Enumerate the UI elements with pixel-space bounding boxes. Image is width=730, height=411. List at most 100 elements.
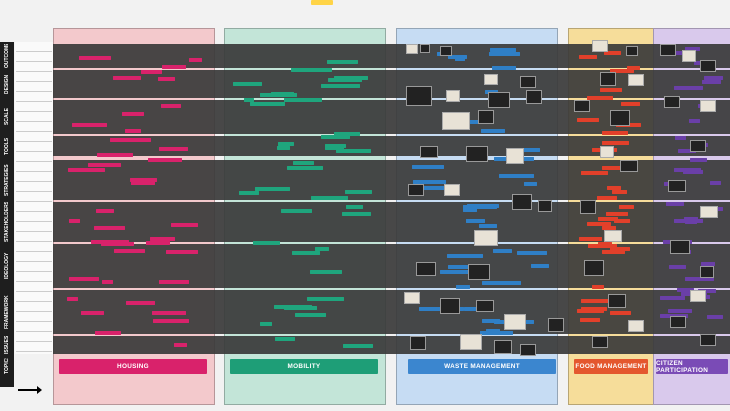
sticky-note[interactable] [174, 343, 187, 347]
sticky-note[interactable] [683, 170, 703, 174]
sticky-note[interactable] [334, 76, 368, 80]
sticky-note[interactable] [114, 249, 145, 253]
sticky-note[interactable] [88, 163, 121, 167]
sticky-note[interactable] [307, 297, 344, 301]
sticky-note[interactable] [68, 168, 105, 172]
sticky-note[interactable] [490, 48, 516, 52]
image-thumbnail[interactable] [600, 72, 616, 86]
sticky-note[interactable] [69, 277, 99, 281]
sticky-note[interactable] [464, 307, 486, 311]
image-thumbnail[interactable] [506, 148, 524, 164]
sticky-note[interactable] [413, 180, 446, 184]
sticky-note[interactable] [581, 307, 607, 311]
sticky-note[interactable] [619, 205, 634, 209]
sticky-note[interactable] [253, 241, 280, 245]
sticky-note[interactable] [602, 250, 625, 254]
sticky-note[interactable] [96, 209, 114, 213]
sticky-note[interactable] [689, 119, 700, 123]
sticky-note[interactable] [239, 191, 259, 195]
image-thumbnail[interactable] [628, 74, 644, 86]
sticky-note[interactable] [607, 186, 621, 190]
sticky-note[interactable] [456, 285, 470, 289]
image-thumbnail[interactable] [626, 46, 638, 56]
image-thumbnail[interactable] [526, 90, 542, 104]
sticky-note[interactable] [602, 226, 616, 230]
sticky-note[interactable] [610, 247, 630, 251]
sticky-note[interactable] [447, 254, 483, 258]
sticky-note[interactable] [466, 219, 485, 223]
image-thumbnail[interactable] [668, 180, 686, 192]
sticky-note[interactable] [310, 270, 342, 274]
sticky-note[interactable] [668, 309, 692, 313]
sticky-note[interactable] [704, 76, 723, 80]
sticky-note[interactable] [345, 190, 372, 194]
image-thumbnail[interactable] [600, 146, 614, 158]
sticky-note[interactable] [321, 84, 360, 88]
sticky-note[interactable] [126, 301, 155, 305]
sticky-note[interactable] [499, 174, 534, 178]
sticky-note[interactable] [67, 297, 78, 301]
sticky-note[interactable] [327, 60, 358, 64]
sticky-note[interactable] [284, 306, 317, 310]
image-thumbnail[interactable] [700, 334, 716, 346]
image-thumbnail[interactable] [440, 46, 452, 56]
sticky-note[interactable] [153, 319, 189, 323]
sticky-note[interactable] [669, 265, 686, 269]
image-thumbnail[interactable] [670, 240, 690, 254]
sticky-note[interactable] [284, 98, 322, 102]
image-thumbnail[interactable] [660, 44, 676, 56]
image-thumbnail[interactable] [580, 200, 596, 214]
image-thumbnail[interactable] [670, 316, 686, 328]
image-thumbnail[interactable] [404, 292, 420, 304]
sticky-note[interactable] [110, 138, 151, 142]
sticky-note[interactable] [72, 123, 107, 127]
image-thumbnail[interactable] [690, 140, 706, 152]
sticky-note[interactable] [492, 66, 516, 70]
image-thumbnail[interactable] [420, 44, 430, 53]
sticky-note[interactable] [577, 309, 604, 313]
image-thumbnail[interactable] [628, 320, 644, 332]
sticky-note[interactable] [79, 56, 111, 60]
sticky-note[interactable] [122, 112, 144, 116]
sticky-note[interactable] [606, 212, 628, 216]
sticky-note[interactable] [598, 217, 618, 221]
sticky-note[interactable] [125, 129, 141, 133]
sticky-note[interactable] [600, 88, 622, 92]
sticky-note[interactable] [260, 93, 297, 97]
sticky-note[interactable] [343, 344, 373, 348]
sticky-note[interactable] [233, 82, 262, 86]
sticky-note[interactable] [244, 98, 254, 102]
sticky-note[interactable] [464, 120, 486, 124]
image-thumbnail[interactable] [446, 90, 460, 102]
sticky-note[interactable] [148, 158, 182, 162]
sticky-note[interactable] [97, 153, 133, 157]
sticky-note[interactable] [141, 70, 162, 74]
sticky-note[interactable] [421, 186, 448, 190]
sticky-note[interactable] [102, 280, 113, 284]
image-thumbnail[interactable] [700, 100, 716, 112]
sticky-note[interactable] [588, 244, 617, 248]
image-thumbnail[interactable] [592, 40, 608, 52]
sticky-note[interactable] [482, 281, 521, 285]
image-thumbnail[interactable] [520, 76, 536, 88]
sticky-note[interactable] [440, 270, 476, 274]
sticky-note[interactable] [342, 212, 371, 216]
image-thumbnail[interactable] [504, 314, 526, 330]
image-thumbnail[interactable] [460, 334, 482, 350]
image-thumbnail[interactable] [584, 260, 604, 276]
sticky-note[interactable] [482, 319, 500, 323]
image-thumbnail[interactable] [420, 146, 438, 158]
image-thumbnail[interactable] [520, 344, 536, 356]
sticky-note[interactable] [602, 141, 629, 145]
image-thumbnail[interactable] [538, 200, 552, 212]
sticky-note[interactable] [293, 161, 314, 165]
sticky-note[interactable] [660, 296, 685, 300]
image-thumbnail[interactable] [476, 300, 494, 312]
sticky-note[interactable] [81, 311, 104, 315]
sticky-note[interactable] [146, 241, 170, 245]
sticky-note[interactable] [690, 158, 707, 162]
footer-waste[interactable]: WASTE MANAGEMENT [408, 359, 556, 374]
sticky-note[interactable] [597, 196, 617, 200]
sticky-note[interactable] [707, 315, 723, 319]
sticky-note[interactable] [524, 182, 537, 186]
